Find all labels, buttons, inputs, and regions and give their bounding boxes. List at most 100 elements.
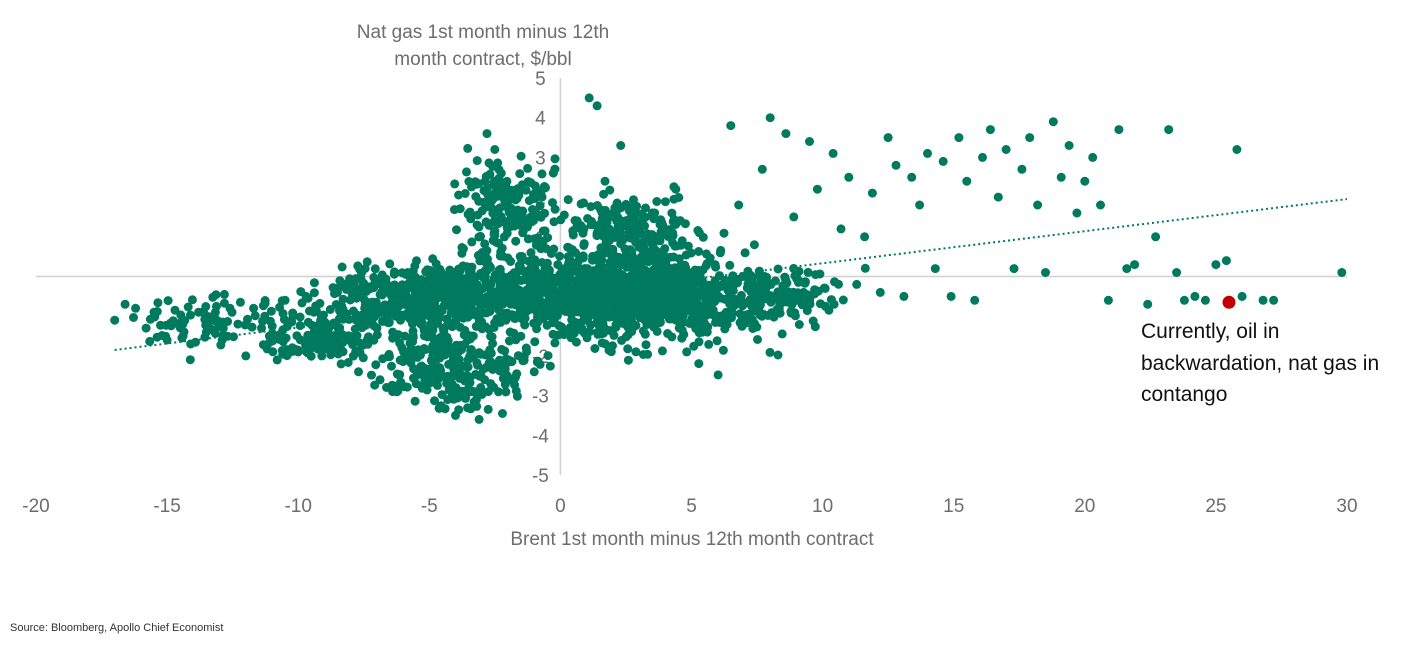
data-point bbox=[120, 299, 130, 309]
data-point bbox=[561, 328, 571, 338]
data-point bbox=[605, 262, 615, 272]
data-point bbox=[355, 286, 365, 296]
data-point bbox=[852, 279, 862, 289]
data-point bbox=[295, 321, 305, 331]
data-point bbox=[451, 299, 461, 309]
data-point bbox=[500, 380, 510, 389]
data-point bbox=[488, 161, 498, 171]
data-point bbox=[560, 306, 570, 316]
data-point bbox=[592, 101, 602, 111]
data-point bbox=[502, 371, 512, 381]
data-point bbox=[1017, 164, 1027, 174]
data-point bbox=[930, 264, 940, 274]
data-point bbox=[544, 269, 554, 278]
data-point bbox=[538, 226, 548, 236]
data-point bbox=[1237, 291, 1247, 301]
data-point bbox=[335, 276, 345, 286]
data-point bbox=[428, 341, 438, 351]
data-point bbox=[496, 168, 506, 178]
data-point bbox=[618, 308, 628, 318]
data-point bbox=[431, 361, 441, 371]
data-point bbox=[399, 294, 409, 304]
data-point bbox=[923, 148, 932, 158]
data-point bbox=[683, 241, 693, 251]
data-point bbox=[795, 296, 805, 306]
data-point bbox=[410, 261, 420, 271]
data-point bbox=[657, 273, 667, 283]
data-point bbox=[303, 293, 313, 303]
data-point bbox=[652, 265, 662, 275]
data-point bbox=[494, 387, 503, 397]
data-point bbox=[549, 244, 559, 254]
data-point bbox=[219, 289, 229, 299]
data-point bbox=[265, 316, 275, 326]
data-point bbox=[608, 285, 618, 295]
data-point bbox=[867, 188, 877, 198]
data-point bbox=[579, 198, 589, 208]
data-point bbox=[375, 375, 385, 385]
data-point bbox=[1114, 125, 1124, 135]
data-point bbox=[377, 287, 386, 297]
data-point bbox=[268, 329, 278, 339]
data-point bbox=[608, 302, 618, 311]
data-point bbox=[288, 308, 298, 318]
data-point bbox=[625, 305, 635, 315]
data-point bbox=[472, 179, 482, 189]
data-point bbox=[561, 277, 571, 286]
data-point bbox=[711, 262, 721, 272]
data-point bbox=[327, 320, 336, 330]
x-tick-label: 15 bbox=[943, 496, 964, 517]
data-point bbox=[883, 133, 893, 143]
data-point bbox=[595, 274, 605, 284]
data-point bbox=[640, 221, 650, 231]
data-point bbox=[281, 333, 291, 343]
data-point bbox=[836, 224, 846, 234]
data-point bbox=[516, 331, 526, 341]
data-point bbox=[712, 285, 721, 295]
data-point bbox=[725, 260, 735, 270]
data-point bbox=[507, 357, 517, 366]
data-point bbox=[498, 290, 508, 300]
data-point bbox=[1080, 176, 1090, 186]
data-point bbox=[489, 217, 499, 227]
data-point bbox=[828, 148, 838, 158]
data-point bbox=[309, 288, 319, 298]
data-point bbox=[416, 277, 426, 287]
data-point bbox=[1072, 208, 1082, 218]
data-point bbox=[578, 276, 588, 286]
data-point bbox=[738, 301, 748, 311]
x-tick-label: -5 bbox=[421, 496, 438, 517]
data-point bbox=[915, 200, 925, 210]
data-point bbox=[672, 290, 682, 300]
data-point bbox=[489, 228, 499, 238]
data-point bbox=[464, 177, 474, 186]
data-point bbox=[535, 201, 545, 211]
data-point bbox=[531, 236, 541, 246]
data-point bbox=[397, 343, 407, 353]
y-tick-label: -3 bbox=[532, 387, 549, 408]
data-point bbox=[530, 337, 540, 347]
data-point bbox=[272, 355, 282, 365]
data-point bbox=[985, 125, 995, 135]
data-point bbox=[336, 331, 346, 341]
data-point bbox=[1122, 264, 1132, 274]
data-point bbox=[1337, 268, 1347, 277]
data-point bbox=[463, 143, 473, 153]
x-tick-label: 10 bbox=[812, 496, 833, 517]
data-point bbox=[617, 335, 627, 345]
data-point bbox=[517, 256, 527, 266]
data-point bbox=[657, 218, 667, 227]
data-point bbox=[565, 255, 575, 265]
data-point bbox=[568, 230, 578, 240]
data-point bbox=[385, 259, 395, 269]
data-point bbox=[463, 296, 473, 306]
data-point bbox=[693, 226, 703, 235]
data-point bbox=[110, 315, 120, 325]
data-point bbox=[695, 278, 705, 288]
data-point bbox=[303, 317, 313, 327]
data-point bbox=[606, 209, 616, 219]
data-point bbox=[207, 324, 217, 334]
data-point bbox=[686, 248, 696, 258]
data-point bbox=[753, 335, 762, 344]
data-point bbox=[337, 262, 347, 272]
